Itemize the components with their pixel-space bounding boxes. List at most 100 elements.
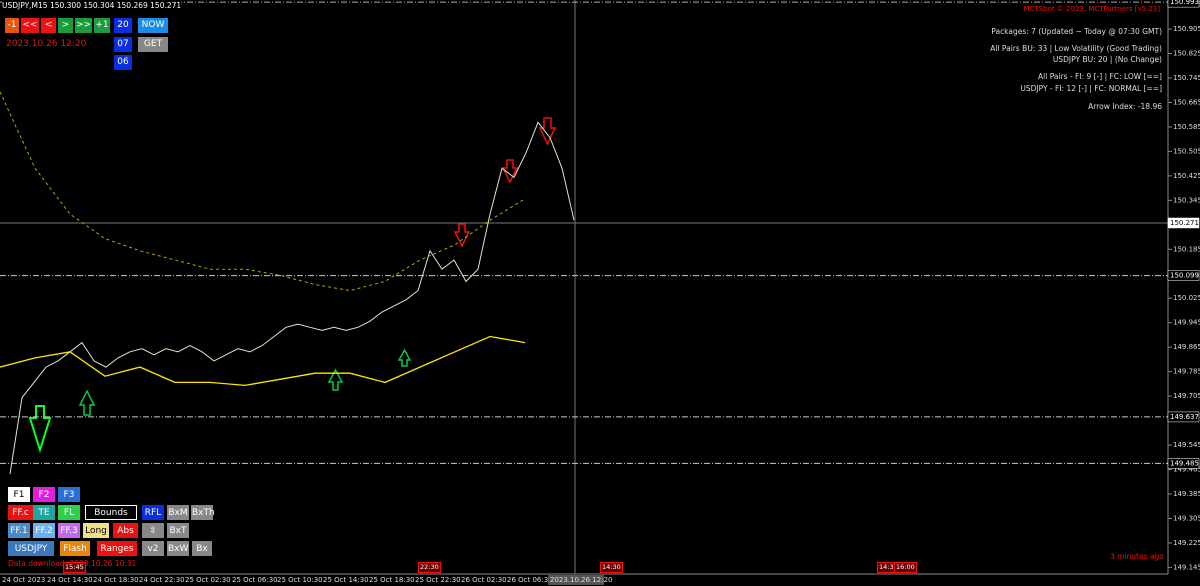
x-tick-label: 25 Oct 02:30	[185, 576, 231, 584]
copyright: MCTSbot © 2023, MCTPartners [v5.23]	[1023, 5, 1160, 13]
y-tick-label: 150.825	[1173, 50, 1200, 58]
get-button[interactable]: GET	[138, 37, 168, 52]
info-line: All Pairs - FI: 9 [-] | FC: LOW [==]	[1038, 72, 1162, 81]
level-box	[1167, 217, 1200, 229]
level-label: 150.271	[1170, 219, 1199, 227]
x-tick-label: 26 Oct 02:30	[461, 576, 507, 584]
panel-button[interactable]: Ranges	[97, 541, 137, 556]
up-arrow	[78, 389, 96, 416]
panel-button[interactable]: F1	[8, 487, 30, 502]
y-tick-label: 149.465	[1173, 466, 1200, 474]
y-tick-label: 149.865	[1173, 343, 1200, 351]
panel-button[interactable]: FL	[58, 505, 80, 520]
y-tick-label: 149.785	[1173, 368, 1200, 376]
panel-button[interactable]: FF.3	[58, 523, 80, 538]
panel-button[interactable]: Abs	[113, 523, 138, 538]
x-tick-label: 25 Oct 22:30	[415, 576, 461, 584]
nav-button[interactable]: >	[58, 18, 73, 33]
x-tick-label: 24 Oct 18:30	[93, 576, 139, 584]
panel-button[interactable]: RFL	[142, 505, 164, 520]
panel-button[interactable]: Long	[83, 523, 109, 538]
get-button[interactable]: 07	[114, 37, 132, 52]
y-tick-label: 149.545	[1173, 441, 1200, 449]
y-tick-label: 149.945	[1173, 319, 1200, 327]
y-tick-label: 150.585	[1173, 123, 1200, 131]
x-tick-label: 25 Oct 10:30	[277, 576, 323, 584]
panel-button[interactable]: FF.1	[8, 523, 30, 538]
cursor-box	[548, 575, 604, 585]
nav-button[interactable]: <	[41, 18, 56, 33]
info-line: Packages: 7 (Updated ~ Today @ 07:30 GMT…	[991, 27, 1162, 36]
panel-button[interactable]: BxM	[167, 505, 189, 520]
time-marker: 16:00	[894, 562, 917, 573]
nav-button[interactable]: -1	[5, 18, 19, 33]
nav-button[interactable]: <<	[21, 18, 39, 33]
panel-button[interactable]: FF.2	[33, 523, 55, 538]
x-tick-label: 25 Oct 06:30	[232, 576, 278, 584]
y-tick-label: 149.305	[1173, 514, 1200, 522]
panel-button[interactable]: FF.c	[8, 505, 33, 520]
datetime: 2023.10.26 12:20	[6, 39, 87, 49]
panel-button[interactable]: v2	[142, 541, 164, 556]
panel-button[interactable]: BxT	[167, 523, 189, 538]
up-arrow	[327, 368, 344, 391]
panel-button[interactable]: F2	[33, 487, 55, 502]
y-tick-label: 149.225	[1173, 539, 1200, 547]
level-label: 150.099	[1170, 272, 1199, 280]
time-marker: 22:30	[418, 562, 441, 573]
panel-button[interactable]: Bounds	[85, 505, 137, 520]
y-tick-label: 150.905	[1173, 25, 1200, 33]
panel-button[interactable]: Flash	[60, 541, 90, 556]
info-line: Arrow Index: -18.96	[1088, 102, 1162, 111]
y-tick-label: 150.185	[1173, 245, 1200, 253]
info-line: USDJPY - FI: 12 [-] | FC: NORMAL [==]	[1020, 84, 1162, 93]
panel-button[interactable]: TE	[33, 505, 55, 520]
nav-button[interactable]: 20	[114, 18, 132, 33]
level-label: 150.993	[1170, 0, 1199, 6]
y-tick-label: 150.665	[1173, 98, 1200, 106]
x-tick-label: 24 Oct 22:30	[139, 576, 185, 584]
level-box	[1167, 458, 1200, 469]
time-marker: 15:45	[63, 562, 86, 573]
panel-button[interactable]: USDJPY	[8, 541, 54, 556]
x-tick-label: 24 Oct 14:30	[47, 576, 93, 584]
nav-button[interactable]: +1	[94, 18, 110, 33]
level-box	[1167, 411, 1200, 423]
y-tick-label: 150.425	[1173, 172, 1200, 180]
panel-button[interactable]: ⇳	[142, 523, 164, 538]
get-button[interactable]: 06	[114, 55, 132, 70]
y-tick-label: 150.345	[1173, 196, 1200, 204]
y-tick-label: 150.745	[1173, 74, 1200, 82]
down-arrow	[453, 223, 471, 248]
info-line: USDJPY BU: 20 | (No Change)	[1052, 55, 1162, 64]
x-tick-label: 24 Oct 2023	[2, 576, 45, 584]
y-tick-label: 149.145	[1173, 563, 1200, 571]
price-line	[9, 121, 575, 475]
level-box	[1167, 270, 1200, 281]
x-tick-label: 26 Oct 06:30	[507, 576, 553, 584]
info-line: All Pairs BU: 33 | Low Volatility (Good …	[990, 44, 1162, 53]
status: 3 minutes ago	[1110, 552, 1164, 561]
x-tick-label: 25 Oct 14:30	[323, 576, 369, 584]
panel-button[interactable]: F3	[58, 487, 80, 502]
price-line	[0, 335, 526, 387]
y-tick-label: 150.025	[1173, 294, 1200, 302]
panel-button[interactable]: Bx	[192, 541, 212, 556]
cursor-label: 2023.10.26 12:20	[550, 576, 612, 584]
nav-button[interactable]: NOW	[138, 18, 168, 33]
y-tick-label: 149.705	[1173, 392, 1200, 400]
panel-button[interactable]: BxW	[167, 541, 189, 556]
down-arrow	[538, 117, 557, 146]
up-arrow	[28, 405, 52, 454]
x-tick-label: 25 Oct 18:30	[369, 576, 415, 584]
panel-button[interactable]: BxTh	[191, 505, 215, 520]
nav-button[interactable]: >>	[75, 18, 92, 33]
down-arrow	[501, 159, 519, 184]
price-line	[0, 91, 526, 292]
up-arrow	[397, 348, 412, 367]
level-label: 149.485	[1170, 459, 1199, 467]
symbol-info: USDJPY,M15 150.300 150.304 150.269 150.2…	[2, 1, 182, 10]
level-box	[1167, 0, 1200, 8]
